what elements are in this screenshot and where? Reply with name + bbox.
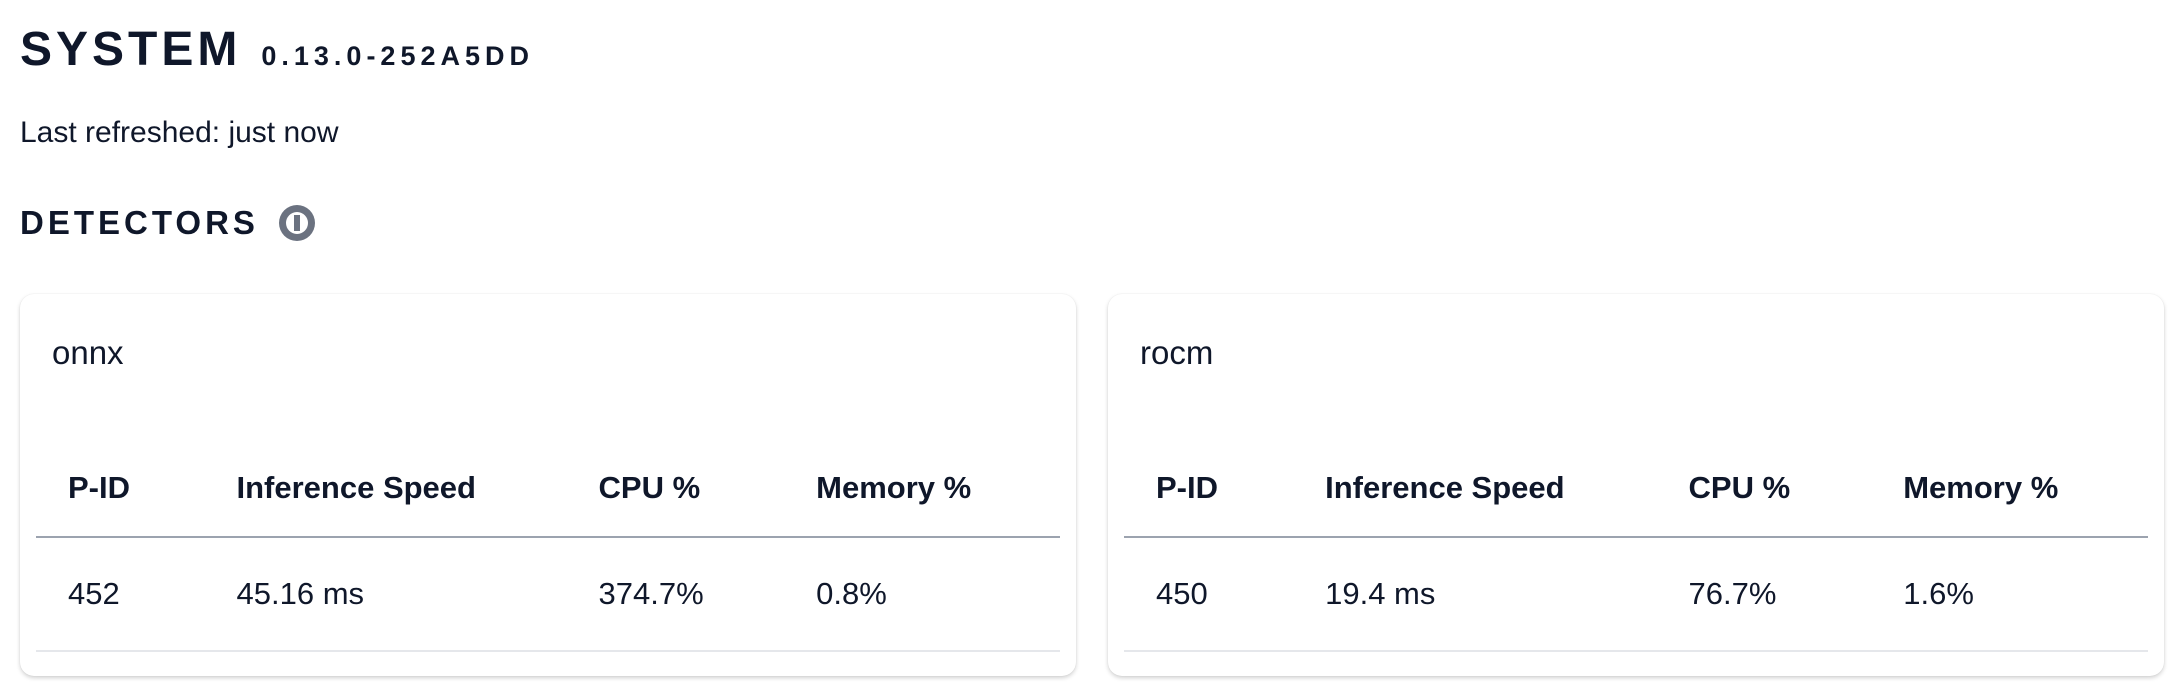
detector-name: rocm [1140,334,1214,371]
table-cell: 76.7% [1656,537,1872,652]
detector-name: onnx [52,334,124,371]
table-cell: 374.7% [566,537,785,652]
table-cell: 452 [36,537,205,652]
column-header: CPU % [566,440,785,538]
column-header: P-ID [36,440,205,538]
detector-card-onnx: onnx P-ID Inference Speed CPU % Memory % 452 4… [20,294,1076,676]
version-label: 0.13.0-252A5DD [261,41,534,71]
column-header: Memory % [784,440,1060,538]
table-cell: 450 [1124,537,1294,652]
detector-table: P-ID Inference Speed CPU % Memory % 452 45.16… [36,440,1060,652]
system-title: SYSTEM [20,23,242,76]
column-header: CPU % [1656,440,1872,538]
column-header: Inference Speed [1293,440,1657,538]
table-header-row: P-ID Inference Speed CPU % Memory % [36,440,1060,538]
table-cell: 45.16 ms [204,537,567,652]
info-icon[interactable] [278,205,315,241]
column-header: P-ID [1124,440,1294,538]
detector-card-rocm: rocm P-ID Inference Speed CPU % Memory % 450 1… [1108,294,2164,676]
detectors-title: DETECTORS [20,204,259,241]
table-cell: 19.4 ms [1293,537,1657,652]
detectors-heading: DETECTORS [20,204,315,242]
column-header: Inference Speed [204,440,567,538]
table-row: 450 19.4 ms 76.7% 1.6% [1124,537,2148,652]
page-title: SYSTEM 0.13.0-252A5DD [20,22,534,77]
table-cell: 0.8% [784,537,1060,652]
last-refreshed: Last refreshed: just now [20,116,339,149]
column-header: Memory % [1871,440,2148,538]
table-cell: 1.6% [1871,537,2148,652]
detector-table: P-ID Inference Speed CPU % Memory % 450 19.4 … [1124,440,2148,652]
table-row: 452 45.16 ms 374.7% 0.8% [36,537,1060,652]
table-header-row: P-ID Inference Speed CPU % Memory % [1124,440,2148,538]
